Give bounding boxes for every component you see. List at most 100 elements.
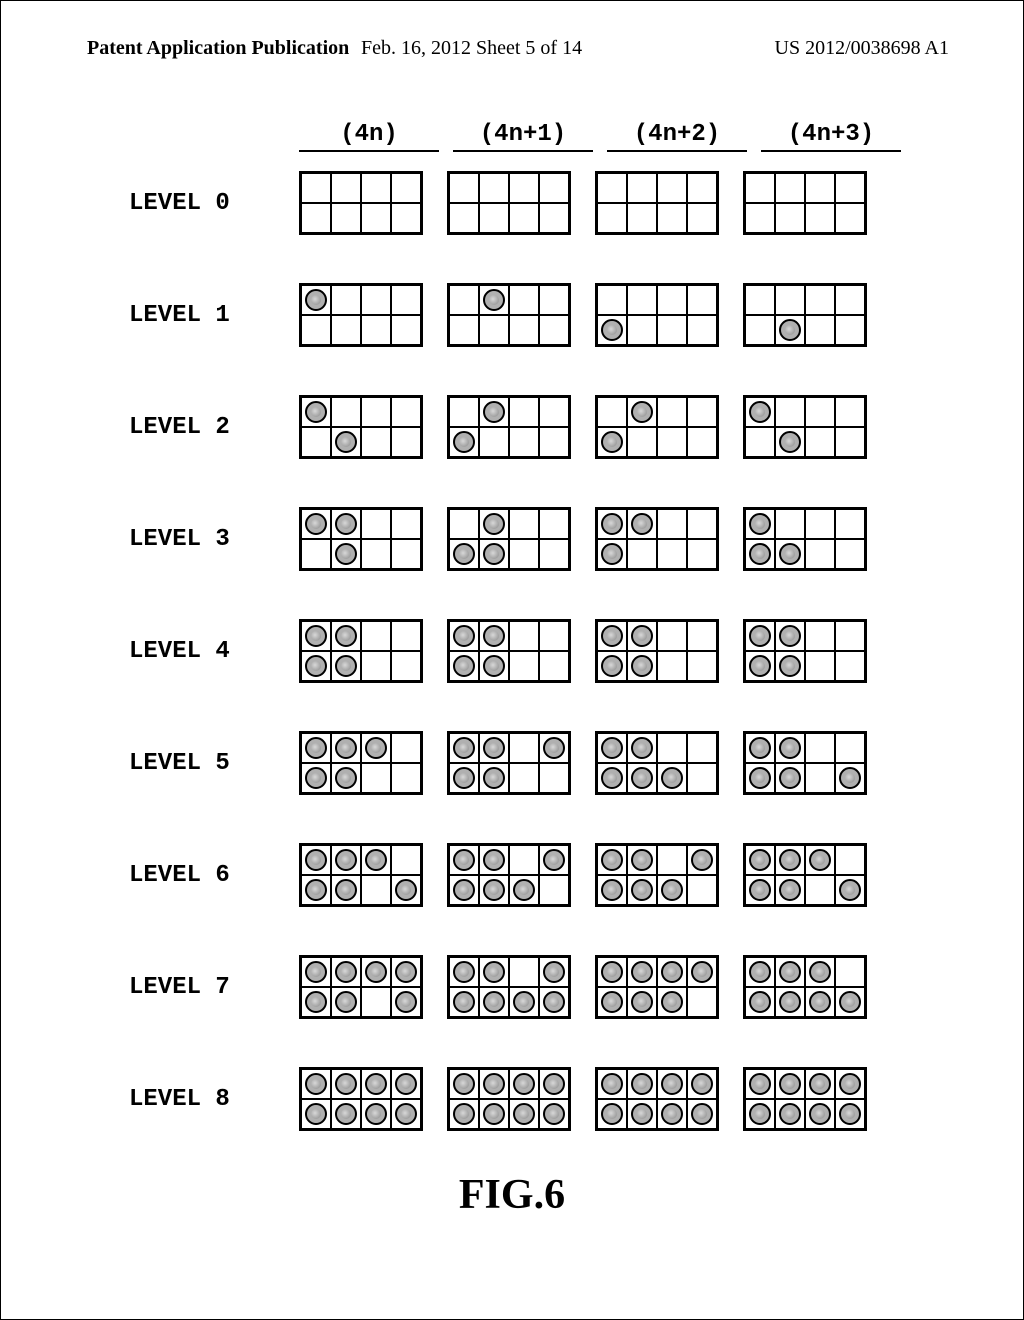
grids-wrap (299, 171, 867, 235)
cell (449, 203, 479, 233)
grid-1 (447, 1067, 571, 1131)
dot-icon (661, 767, 683, 789)
dot-icon (335, 431, 357, 453)
cell (627, 285, 657, 315)
cell (509, 875, 539, 905)
cell (449, 733, 479, 763)
cell (627, 427, 657, 457)
cell (597, 987, 627, 1017)
cell (331, 621, 361, 651)
cell (657, 285, 687, 315)
dot-icon (483, 879, 505, 901)
cell (657, 397, 687, 427)
cell (361, 315, 391, 345)
grid-0 (299, 843, 423, 907)
cell (449, 1069, 479, 1099)
cell (835, 397, 865, 427)
dot-icon (779, 1073, 801, 1095)
cell (657, 1099, 687, 1129)
cell (479, 315, 509, 345)
cell (687, 509, 717, 539)
dot-icon (365, 961, 387, 983)
dot-icon (749, 513, 771, 535)
level-label: LEVEL 4 (129, 638, 299, 665)
cell (361, 1099, 391, 1129)
level-row-0: LEVEL 0 (129, 173, 897, 233)
dot-icon (601, 1073, 623, 1095)
cell (745, 957, 775, 987)
cell (597, 733, 627, 763)
cell (627, 957, 657, 987)
cell (509, 1099, 539, 1129)
cell (361, 173, 391, 203)
cell (509, 957, 539, 987)
cell (479, 1069, 509, 1099)
cell (361, 427, 391, 457)
cell (775, 651, 805, 681)
grid-1 (447, 507, 571, 571)
cell (835, 285, 865, 315)
dot-icon (631, 401, 653, 423)
cell (657, 845, 687, 875)
dot-icon (839, 1103, 861, 1125)
cell (331, 173, 361, 203)
cell (775, 285, 805, 315)
cell (657, 875, 687, 905)
cell (687, 763, 717, 793)
grid-2 (595, 955, 719, 1019)
dot-icon (631, 1073, 653, 1095)
cell (449, 315, 479, 345)
cell (775, 539, 805, 569)
level-row-2: LEVEL 2 (129, 397, 897, 457)
cell (745, 763, 775, 793)
cell (301, 285, 331, 315)
cell (361, 285, 391, 315)
cell (391, 173, 421, 203)
column-headers: (4n)(4n+1)(4n+2)(4n+3) (299, 121, 897, 161)
cell (301, 733, 331, 763)
dot-icon (779, 737, 801, 759)
grid-0 (299, 955, 423, 1019)
grid-0 (299, 171, 423, 235)
cell (805, 875, 835, 905)
dot-icon (395, 1103, 417, 1125)
dot-icon (365, 1073, 387, 1095)
dot-icon (749, 401, 771, 423)
cell (539, 427, 569, 457)
cell (627, 845, 657, 875)
cell (509, 203, 539, 233)
cell (835, 1069, 865, 1099)
cell (805, 397, 835, 427)
cell (657, 957, 687, 987)
cell (687, 427, 717, 457)
cell (331, 875, 361, 905)
cell (449, 427, 479, 457)
dot-icon (453, 1103, 475, 1125)
cell (509, 651, 539, 681)
figure-caption: FIG.6 (1, 1171, 1023, 1219)
cell (745, 621, 775, 651)
grid-1 (447, 843, 571, 907)
cell (301, 875, 331, 905)
cell (775, 875, 805, 905)
grid-2 (595, 395, 719, 459)
dot-icon (661, 991, 683, 1013)
dot-icon (483, 991, 505, 1013)
level-row-3: LEVEL 3 (129, 509, 897, 569)
cell (835, 203, 865, 233)
cell (509, 427, 539, 457)
dot-icon (395, 991, 417, 1013)
dot-icon (601, 879, 623, 901)
dot-icon (395, 961, 417, 983)
cell (775, 427, 805, 457)
cell (331, 845, 361, 875)
cell (539, 315, 569, 345)
grid-1 (447, 283, 571, 347)
cell (687, 397, 717, 427)
dot-icon (453, 991, 475, 1013)
cell (479, 651, 509, 681)
cell (539, 733, 569, 763)
dot-icon (513, 1073, 535, 1095)
cell (301, 173, 331, 203)
cell (331, 651, 361, 681)
